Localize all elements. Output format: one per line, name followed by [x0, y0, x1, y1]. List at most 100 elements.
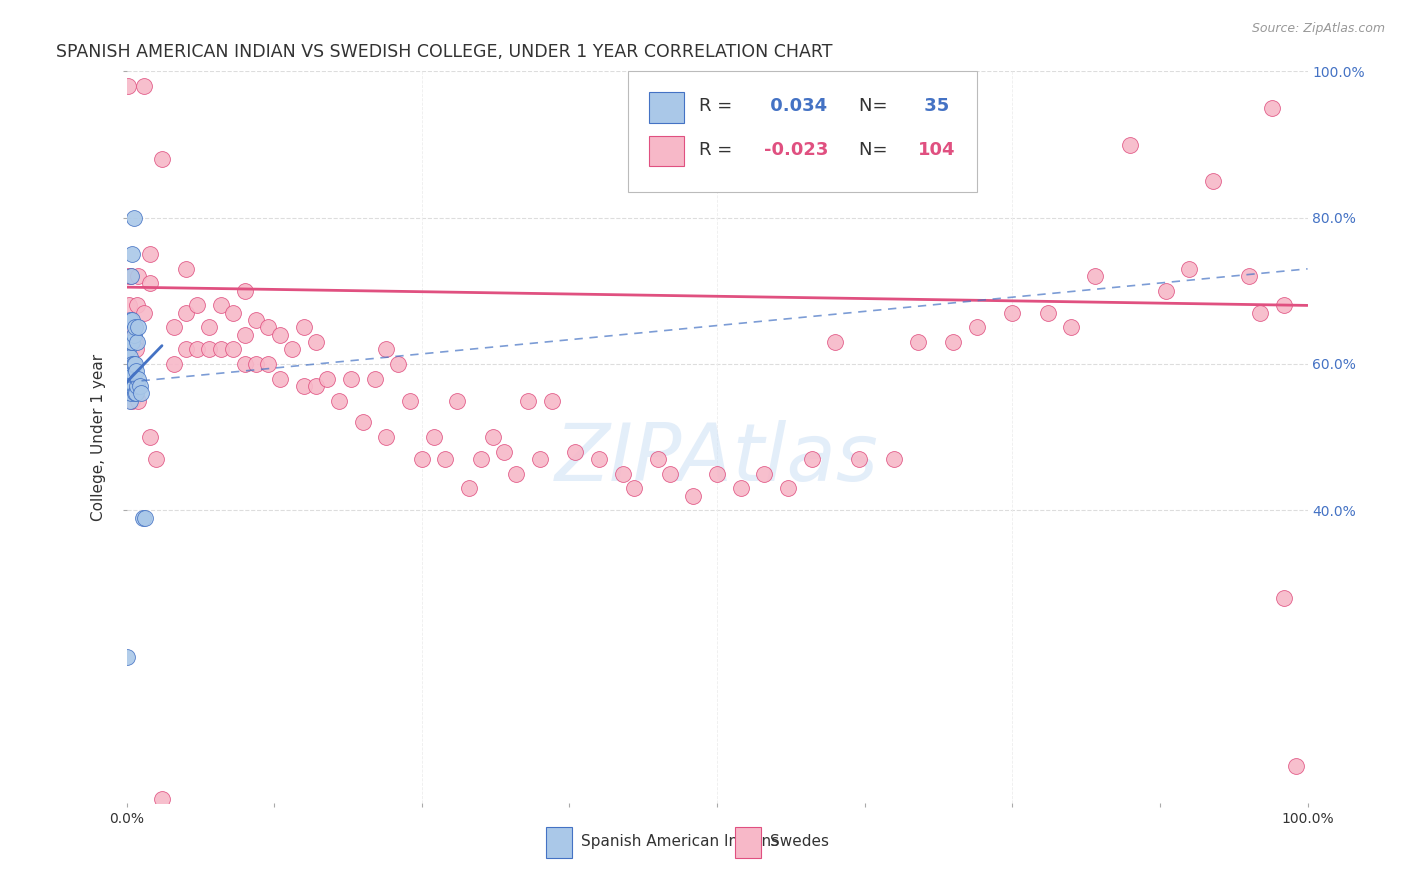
Point	[127, 379, 149, 393]
Point	[145, 452, 167, 467]
Text: N=: N=	[859, 97, 893, 115]
Bar	[546, 827, 572, 858]
Text: R =: R =	[699, 141, 738, 160]
Point	[118, 357, 141, 371]
Point	[139, 430, 162, 444]
Point	[120, 386, 142, 401]
Point	[1202, 174, 1225, 188]
Point	[120, 393, 142, 408]
Point	[1084, 269, 1107, 284]
Point	[121, 320, 143, 334]
Point	[118, 298, 141, 312]
Point	[121, 357, 143, 371]
Point	[127, 269, 149, 284]
Point	[139, 247, 162, 261]
Point	[269, 327, 291, 342]
Point	[118, 386, 141, 401]
Point	[304, 334, 326, 349]
Point	[257, 357, 280, 371]
Point	[115, 649, 138, 664]
Point	[304, 379, 326, 393]
Point	[942, 334, 965, 349]
Point	[120, 269, 142, 284]
Point	[121, 379, 143, 393]
Point	[529, 452, 551, 467]
Point	[883, 452, 905, 467]
Point	[134, 510, 156, 524]
Point	[174, 261, 197, 276]
Point	[198, 343, 221, 357]
Bar	[648, 92, 683, 122]
Point	[481, 430, 503, 444]
Point	[446, 393, 468, 408]
Point	[134, 78, 156, 93]
Point	[375, 343, 398, 357]
Point	[292, 379, 315, 393]
Point	[124, 334, 146, 349]
Point	[292, 320, 315, 334]
Point	[1154, 284, 1177, 298]
Point	[120, 350, 142, 364]
Point	[121, 393, 143, 408]
Text: ZIPAtlas: ZIPAtlas	[555, 420, 879, 498]
Point	[340, 371, 363, 385]
Point	[422, 430, 444, 444]
Point	[117, 78, 139, 93]
Point	[120, 364, 142, 378]
Point	[682, 489, 704, 503]
Point	[375, 430, 398, 444]
Point	[233, 284, 256, 298]
Point	[128, 379, 150, 393]
Point	[800, 452, 823, 467]
Point	[399, 393, 422, 408]
Point	[848, 452, 870, 467]
Point	[269, 371, 291, 385]
Text: R =: R =	[699, 97, 738, 115]
Point	[186, 343, 208, 357]
Point	[245, 357, 267, 371]
Point	[1060, 320, 1083, 334]
Point	[907, 334, 929, 349]
Point	[505, 467, 527, 481]
Point	[120, 334, 142, 349]
Point	[1119, 137, 1142, 152]
Text: 104: 104	[918, 141, 955, 160]
Point	[233, 357, 256, 371]
Text: SPANISH AMERICAN INDIAN VS SWEDISH COLLEGE, UNDER 1 YEAR CORRELATION CHART: SPANISH AMERICAN INDIAN VS SWEDISH COLLE…	[56, 44, 832, 62]
Point	[245, 313, 267, 327]
Point	[132, 510, 155, 524]
Text: Source: ZipAtlas.com: Source: ZipAtlas.com	[1251, 22, 1385, 36]
Point	[117, 343, 139, 357]
Point	[120, 371, 142, 385]
Point	[150, 152, 173, 166]
Text: Spanish American Indians: Spanish American Indians	[581, 834, 779, 849]
Point	[434, 452, 457, 467]
Bar	[648, 136, 683, 167]
Point	[121, 371, 143, 385]
Point	[1036, 306, 1059, 320]
Point	[127, 371, 149, 385]
Point	[186, 298, 208, 312]
Point	[1249, 306, 1271, 320]
Point	[458, 481, 481, 495]
Point	[120, 313, 142, 327]
Point	[120, 269, 142, 284]
Point	[824, 334, 846, 349]
Point	[588, 452, 610, 467]
Point	[163, 320, 186, 334]
Point	[517, 393, 540, 408]
Point	[257, 320, 280, 334]
Point	[387, 357, 409, 371]
Text: -0.023: -0.023	[765, 141, 828, 160]
Point	[411, 452, 433, 467]
FancyBboxPatch shape	[628, 71, 977, 192]
Text: N=: N=	[859, 141, 893, 160]
Point	[754, 467, 776, 481]
Point	[966, 320, 988, 334]
Point	[352, 416, 374, 430]
Point	[127, 393, 149, 408]
Point	[612, 467, 634, 481]
Text: 0.034: 0.034	[765, 97, 827, 115]
Point	[122, 327, 145, 342]
Point	[163, 357, 186, 371]
